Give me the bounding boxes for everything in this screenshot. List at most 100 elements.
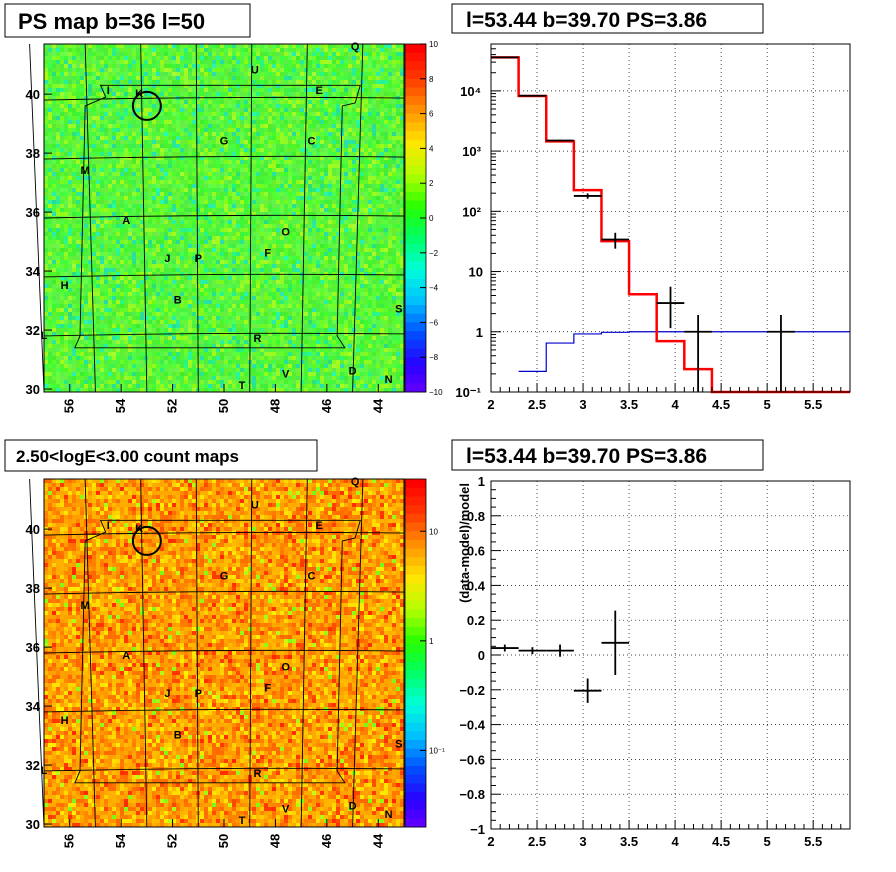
- y-tick-label: −0.6: [459, 752, 485, 767]
- colorbar-segment: [405, 522, 426, 532]
- colorbar-segment: [405, 505, 426, 515]
- colorbar-segment: [405, 513, 426, 523]
- colorbar-tick-label: 0: [429, 214, 434, 223]
- colorbar-segment: [405, 305, 426, 315]
- total-model-line: [491, 56, 850, 394]
- colorbar-segment: [405, 191, 426, 202]
- y-tick-label: −0.8: [459, 787, 485, 802]
- x-tick-label: 50: [216, 834, 231, 848]
- data-point: [518, 94, 547, 97]
- colorbar-segment: [405, 322, 426, 332]
- data-point: [684, 314, 712, 392]
- colorbar-segment: [405, 757, 426, 767]
- colorbar-segment: [405, 792, 426, 802]
- title-residual: l=53.44 b=39.70 PS=3.86: [466, 445, 707, 468]
- colorbar-segment: [405, 209, 426, 219]
- target-circle: [131, 90, 162, 121]
- colorbar-segment: [405, 696, 426, 706]
- source-label-l: L: [41, 765, 48, 777]
- source-label-m: M: [81, 165, 90, 177]
- map-pixels: [44, 479, 404, 827]
- colorbar-segment: [405, 157, 426, 167]
- colorbar-segment: [405, 174, 426, 184]
- colorbar-segment: [405, 165, 426, 175]
- colorbar-segment: [405, 139, 426, 149]
- source-label-f: F: [264, 247, 271, 259]
- x-tick-label: 52: [165, 399, 180, 413]
- x-tick-label: 48: [267, 834, 282, 848]
- source-label-m: M: [81, 600, 90, 612]
- y-tick-label: 34: [26, 699, 41, 714]
- colorbar-segment: [405, 531, 426, 541]
- data-point: [546, 139, 574, 142]
- source-label-e: E: [315, 520, 322, 532]
- colorbar-segment: [405, 61, 426, 71]
- x-tick-label: 46: [319, 834, 334, 848]
- x-tick-label: 44: [370, 398, 385, 413]
- residual-point: [546, 644, 574, 657]
- colorbar-segment: [405, 626, 426, 637]
- colorbar-segment: [405, 766, 426, 776]
- meridian-line: [84, 43, 96, 393]
- title-box-countmap: [4, 439, 318, 472]
- y-tick-label: 10: [469, 265, 483, 280]
- plot-frame: [490, 480, 851, 830]
- survey-footprint: [74, 519, 361, 784]
- y-tick-label: 40: [26, 522, 40, 537]
- parallel-line: [43, 767, 405, 772]
- y-tick-label: 38: [26, 581, 40, 596]
- y-tick-label: 1: [476, 325, 483, 340]
- colorbar-tick-label: −6: [429, 318, 439, 327]
- x-tick-label: 2.5: [528, 397, 546, 412]
- source-label-i: I: [107, 520, 110, 532]
- colorbar-segment: [405, 653, 426, 663]
- colorbar-segment: [405, 818, 426, 828]
- source-label-u: U: [251, 499, 259, 511]
- y-tick-label: 30: [26, 382, 40, 397]
- source-label-q: Q: [351, 41, 360, 53]
- grid-lines: [491, 481, 850, 829]
- colorbar-segment: [405, 661, 426, 671]
- colorbar-segment: [405, 348, 426, 358]
- parallel-line: [43, 214, 405, 219]
- colorbar-segment: [405, 357, 426, 367]
- meridian-line: [249, 478, 253, 828]
- y-tick-label: 10⁻¹: [455, 385, 481, 400]
- spectrum-panel: 2 2.5 3 3.5 4 4.5 5 5.5 10⁻¹ 1 10 10² 10³ 10⁴: [455, 43, 851, 412]
- x-tick-label: 54: [113, 833, 128, 848]
- source-label-h: H: [61, 280, 69, 292]
- parallel-line: [43, 590, 405, 595]
- source-label-c: C: [307, 135, 315, 147]
- colorbar-segment: [405, 496, 426, 506]
- residual-point: [601, 610, 630, 676]
- source-label-b: B: [174, 730, 182, 742]
- colorbar-segment: [405, 70, 426, 80]
- colorbar-segment: [405, 235, 426, 245]
- colorbar-segment: [405, 722, 426, 732]
- data-point: [656, 286, 685, 329]
- colorbar-segment: [405, 574, 426, 584]
- colorbar-segment: [405, 670, 426, 680]
- source-label-s: S: [395, 303, 402, 315]
- colorbar-segment: [405, 96, 426, 106]
- title-box-residual: [451, 439, 764, 471]
- colorbar-segment: [405, 296, 426, 306]
- y-tick-label: 40: [26, 87, 40, 102]
- colorbar-segment: [405, 557, 426, 567]
- y-tick-label: 0: [478, 648, 485, 663]
- x-tick-label: 50: [216, 399, 231, 413]
- x-tick-label: 5.5: [804, 834, 822, 849]
- title-box-spectrum: [451, 3, 764, 34]
- colorbar-segment: [405, 679, 426, 689]
- x-tick-label: 4: [671, 397, 679, 412]
- source-label-d: D: [349, 800, 357, 812]
- colorbar-segment: [405, 244, 426, 254]
- colorbar-segment: [405, 252, 426, 262]
- colorbar-segment: [405, 113, 426, 123]
- colorbar-segment: [405, 374, 426, 384]
- x-tick-label: 2: [487, 834, 494, 849]
- source-label-o: O: [281, 227, 290, 239]
- residual-point: [518, 647, 547, 655]
